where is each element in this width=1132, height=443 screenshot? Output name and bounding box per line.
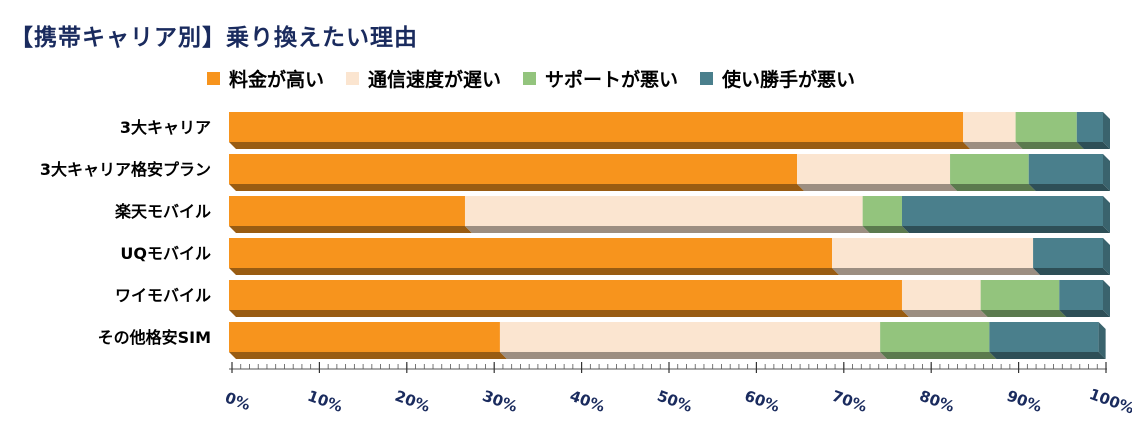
bar-segment (1033, 238, 1103, 268)
bar-segment-bottom (1015, 142, 1084, 149)
bar-segment-bottom (880, 352, 997, 359)
category-label: 3大キャリア (120, 118, 211, 137)
bar-segment-bottom (229, 268, 840, 275)
chart-title: 【携帯キャリア別】乗り換えたい理由 (10, 25, 418, 51)
x-tick-label: 60% (742, 387, 782, 416)
bar-segment-bottom (1028, 184, 1110, 191)
bar-segment (989, 322, 1099, 352)
bar-segment (1076, 112, 1103, 142)
bar-end-face (1103, 196, 1110, 233)
bar-segment (862, 196, 902, 226)
bar-segment (963, 112, 1016, 142)
legend-item: サポートが悪い (523, 65, 678, 92)
bar-segment (464, 196, 863, 226)
category-label: ワイモバイル (115, 286, 211, 305)
bar-segment (797, 154, 951, 184)
bar-segment-bottom (980, 310, 1067, 317)
bar-segment-bottom (229, 310, 909, 317)
bar-segment (229, 196, 465, 226)
bar-segment (880, 322, 990, 352)
bar-segment-bottom (901, 310, 988, 317)
legend-label: 通信速度が遅い (368, 68, 502, 91)
category-label: 楽天モバイル (114, 202, 211, 221)
bar-segment-bottom (229, 352, 507, 359)
bar-segment (832, 238, 1034, 268)
category-label: 3大キャリア格安プラン (40, 160, 211, 179)
bar-segment-bottom (862, 226, 909, 233)
legend-swatch (700, 71, 714, 85)
legend-swatch (523, 71, 537, 85)
bar-end-face (1103, 154, 1110, 191)
bar-segment (229, 280, 902, 310)
bar-segment-bottom (797, 184, 958, 191)
bar-segment-bottom (1059, 310, 1110, 317)
bar-segment (950, 154, 1029, 184)
bar-segment-bottom (229, 184, 805, 191)
x-tick-label: 30% (480, 387, 520, 416)
legend-item: 通信速度が遅い (346, 65, 501, 92)
legend-label: 料金が高い (229, 68, 325, 91)
bar-segment-bottom (963, 142, 1023, 149)
x-tick-label: 80% (917, 387, 957, 416)
bar-segment-bottom (1076, 142, 1110, 149)
bar-segment-bottom (499, 352, 888, 359)
bar-segment (229, 112, 964, 142)
x-tick-label: 50% (655, 387, 695, 416)
legend-swatch (346, 71, 360, 85)
bar-segment-bottom (832, 268, 1041, 275)
bar-segment (901, 196, 1103, 226)
legend-label: サポートが悪い (545, 68, 679, 91)
bar-segment (1059, 280, 1103, 310)
bar-segment-bottom (950, 184, 1036, 191)
bar-segment (229, 238, 833, 268)
x-tick-label: 10% (305, 387, 345, 416)
x-tick-label: 0% (223, 388, 253, 414)
bar-end-face (1098, 322, 1106, 359)
bar-end-face (1103, 280, 1110, 317)
bar-segment-bottom (1033, 268, 1110, 275)
bar-segment-bottom (464, 226, 870, 233)
bar-segment-bottom (989, 352, 1106, 359)
bar-end-face (1103, 112, 1110, 149)
x-tick-label: 100% (1087, 385, 1132, 418)
bar-segment (980, 280, 1060, 310)
legend-swatch (207, 71, 220, 85)
legend: 料金が高い 通信速度が遅い サポートが悪い 使い勝手が悪い (207, 65, 877, 91)
bar-segment-bottom (229, 226, 472, 233)
legend-label: 使い勝手が悪い (722, 68, 856, 91)
x-tick-label: 20% (393, 387, 433, 416)
category-label: UQモバイル (120, 244, 211, 263)
x-tick-label: 70% (830, 387, 870, 416)
bar-segment-bottom (229, 142, 971, 149)
bar-end-face (1103, 238, 1110, 275)
bar-segment (901, 280, 981, 310)
x-tick-label: 90% (1004, 387, 1044, 416)
bar-segment (229, 154, 798, 184)
bar-segment-bottom (901, 226, 1110, 233)
bar-segment (1028, 154, 1103, 184)
legend-item: 使い勝手が悪い (700, 65, 855, 92)
bar-segment (1015, 112, 1077, 142)
x-tick-label: 40% (567, 387, 607, 416)
category-label: その他格安SIM (98, 328, 211, 347)
bar-segment (499, 322, 881, 352)
bar-segment (229, 322, 500, 352)
legend-item: 料金が高い (207, 65, 324, 92)
